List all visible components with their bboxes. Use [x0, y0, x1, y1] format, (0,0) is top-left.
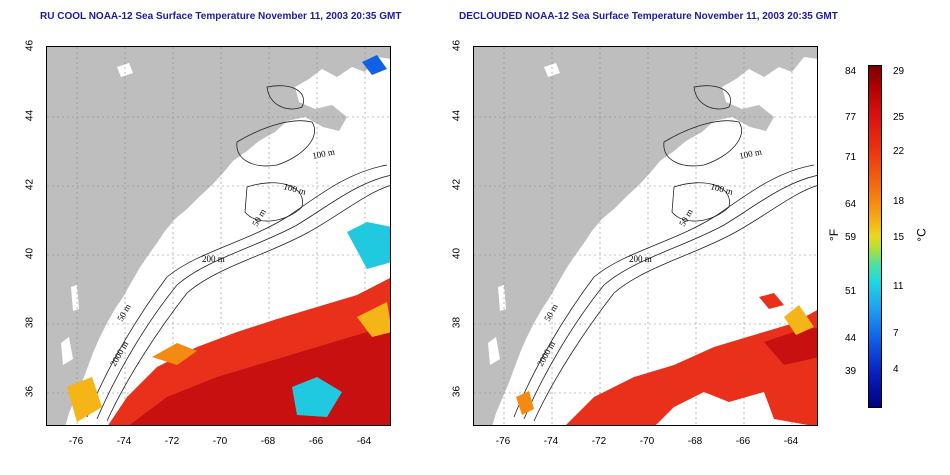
- c-tick: 7: [893, 328, 899, 339]
- sst-blue-patch: [362, 55, 387, 75]
- contour-label: 100 m: [282, 181, 307, 197]
- lat-tick: 42: [451, 178, 463, 191]
- bay-shape: [71, 285, 79, 311]
- lat-tick: 46: [451, 39, 463, 52]
- bay-shape: [61, 337, 73, 365]
- lon-tick: -74: [116, 436, 132, 447]
- lat-tick: 40: [451, 247, 463, 260]
- fahrenheit-unit-label: °F: [827, 228, 842, 242]
- bay-shape: [498, 285, 506, 311]
- c-tick: 18: [893, 196, 905, 207]
- left-map-title: RU COOL NOAA-12 Sea Surface Temperature …: [40, 11, 402, 22]
- lon-tick: -72: [591, 436, 607, 447]
- lon-tick: -66: [735, 436, 751, 447]
- right-map-canvas: 100 m 100 m 50 m 200 m 50 m 2000 m: [474, 47, 817, 425]
- left-sst-map: 100 m 100 m 50 m 200 m 50 m 2000 m: [46, 46, 391, 426]
- lat-tick: 42: [24, 178, 36, 191]
- lat-tick: 38: [24, 316, 36, 329]
- left-map-canvas: 100 m 100 m 50 m 200 m 50 m 2000 m: [47, 47, 390, 425]
- contour-label: 50 m: [115, 302, 133, 323]
- contour-label: 50 m: [250, 207, 268, 228]
- f-tick: 59: [845, 232, 857, 243]
- c-tick: 29: [893, 66, 905, 77]
- lat-lon-grid: [474, 47, 817, 425]
- lon-tick: -70: [639, 436, 655, 447]
- bay-shape: [488, 337, 500, 365]
- contour-label: 50 m: [677, 207, 695, 228]
- lat-tick: 38: [451, 316, 463, 329]
- contour-label: 2000 m: [535, 339, 557, 368]
- lon-tick: -74: [543, 436, 559, 447]
- land-mass: [47, 47, 390, 425]
- bay-shape: [117, 63, 133, 77]
- lon-tick: -76: [495, 436, 511, 447]
- sst-cool-patch: [347, 222, 390, 269]
- lat-tick: 40: [24, 247, 36, 260]
- sst-orange-patch: [516, 391, 534, 415]
- f-tick: 64: [845, 199, 857, 210]
- c-tick: 11: [893, 281, 904, 292]
- f-tick: 44: [845, 333, 857, 344]
- lat-tick: 46: [24, 39, 36, 52]
- right-map-title: DECLOUDED NOAA-12 Sea Surface Temperatur…: [459, 11, 838, 22]
- sst-warm-patch: [759, 293, 784, 309]
- c-tick: 22: [893, 146, 905, 157]
- f-tick: 84: [845, 66, 857, 77]
- contour-label: 2000 m: [108, 339, 130, 368]
- lon-tick: -72: [164, 436, 180, 447]
- c-tick: 25: [893, 112, 905, 123]
- sst-yellow-patch: [67, 377, 102, 422]
- lon-tick: -70: [212, 436, 228, 447]
- f-tick: 39: [845, 366, 857, 377]
- sst-cool-patch: [292, 377, 342, 417]
- lat-tick: 36: [451, 385, 463, 398]
- sst-yellow-patch: [784, 305, 814, 335]
- lon-tick: -64: [783, 436, 799, 447]
- temperature-colorbar: [868, 65, 882, 408]
- depth-contours: [513, 85, 817, 422]
- depth-contours: [86, 85, 390, 422]
- f-tick: 77: [845, 112, 857, 123]
- sst-warm-band: [566, 310, 817, 425]
- contour-label: 200 m: [629, 254, 652, 264]
- lon-tick: -66: [308, 436, 324, 447]
- c-tick: 4: [893, 364, 899, 375]
- land-mass: [474, 47, 817, 425]
- lat-tick: 44: [451, 109, 463, 122]
- lon-tick: -68: [687, 436, 703, 447]
- celsius-unit-label: °C: [914, 228, 929, 242]
- sst-hot-core: [764, 327, 817, 365]
- bay-shape: [544, 63, 560, 77]
- f-tick: 71: [845, 152, 857, 163]
- contour-label: 100 m: [709, 181, 734, 197]
- lat-tick: 36: [24, 385, 36, 398]
- lon-tick: -68: [260, 436, 276, 447]
- sst-orange-patch: [152, 343, 197, 365]
- lon-tick: -76: [68, 436, 84, 447]
- lon-tick: -64: [356, 436, 372, 447]
- contour-label: 50 m: [542, 302, 560, 323]
- sst-yellow-patch: [357, 302, 390, 337]
- contour-label: 100 m: [738, 146, 762, 161]
- contour-label: 100 m: [311, 146, 335, 161]
- c-tick: 15: [893, 232, 905, 243]
- contour-label: 200 m: [202, 254, 225, 264]
- right-sst-map: 100 m 100 m 50 m 200 m 50 m 2000 m: [473, 46, 818, 426]
- f-tick: 51: [845, 286, 857, 297]
- lat-tick: 44: [24, 109, 36, 122]
